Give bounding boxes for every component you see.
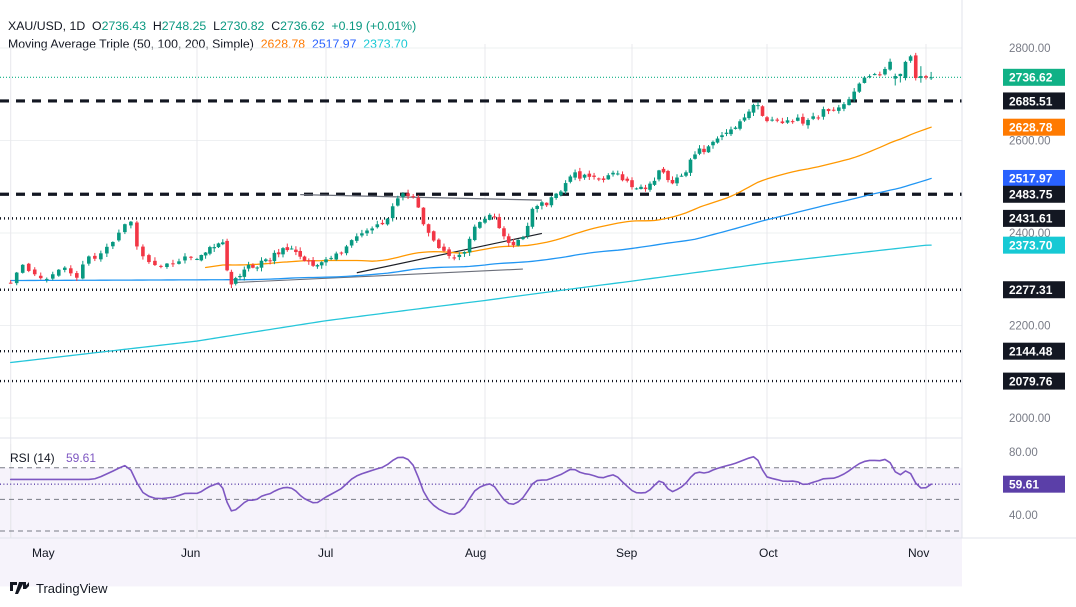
svg-text:2800.00: 2800.00 [1009,43,1051,55]
svg-text:2144.48: 2144.48 [1009,344,1053,358]
svg-text:RSI (14): RSI (14) [10,451,55,465]
svg-text:40.00: 40.00 [1009,510,1038,522]
svg-text:2000.00: 2000.00 [1009,413,1051,425]
svg-text:2736.62: 2736.62 [1009,71,1053,85]
svg-text:2373.70: 2373.70 [1009,238,1053,252]
svg-text:2600.00: 2600.00 [1009,136,1051,148]
svg-text:2685.51: 2685.51 [1009,94,1053,108]
svg-text:2079.76: 2079.76 [1009,374,1053,388]
svg-text:2431.61: 2431.61 [1009,212,1053,226]
svg-text:59.61: 59.61 [1009,477,1039,491]
svg-text:80.00: 80.00 [1009,447,1038,459]
svg-text:2200.00: 2200.00 [1009,321,1051,333]
svg-text:2517.97: 2517.97 [1009,172,1053,186]
svg-text:2483.75: 2483.75 [1009,188,1053,202]
svg-text:2277.31: 2277.31 [1009,283,1053,297]
svg-text:2628.78: 2628.78 [1009,120,1053,134]
svg-text:59.61: 59.61 [66,451,96,465]
